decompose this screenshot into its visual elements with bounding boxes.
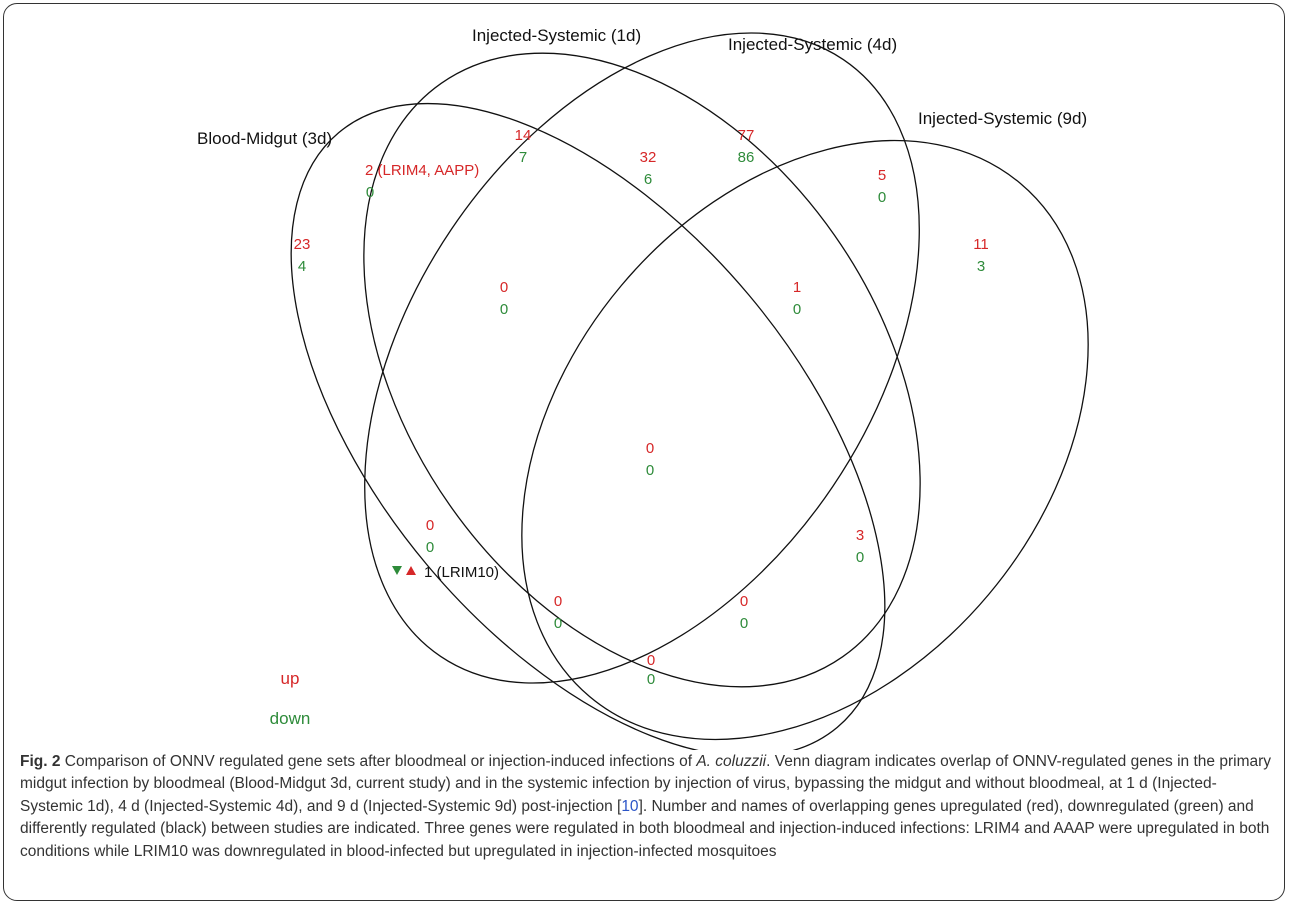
region-up-count: 3 [856,527,864,544]
region-down-count: 3 [977,258,985,275]
figure-number: Fig. 2 [20,753,61,770]
set-label-blood-midgut-3d: Blood-Midgut (3d) [197,129,332,148]
figure-frame [3,3,1285,901]
set-ellipse-injected-systemic-4d [364,32,920,684]
region-up-count: 0 [646,440,654,457]
region-down-count: 0 [366,184,374,201]
region-up-count: 32 [640,149,657,166]
set-label-injected-systemic-4d: Injected-Systemic (4d) [728,35,897,54]
legend-down: down [270,709,311,728]
up-triangle-icon [406,566,416,575]
region-up-count: 1 [793,279,801,296]
set-ellipse-injected-systemic-9d [521,139,1089,741]
region-up-count: 11 [973,236,989,253]
species-name: A. coluzzii [696,753,767,770]
set-ellipse-blood-midgut-3d [290,102,886,750]
region-down-count: 0 [856,549,864,566]
set-label-injected-systemic-1d: Injected-Systemic (1d) [472,26,641,45]
venn-diagram: Blood-Midgut (3d) Injected-Systemic (1d)… [197,26,1089,750]
caption-text: Comparison of ONNV regulated gene sets a… [60,753,697,770]
reference-link[interactable]: 10 [621,797,639,815]
region-up-count: 0 [554,593,562,610]
region-up-count: 0 [426,517,434,534]
region-down-count: 0 [647,671,655,688]
region-down-count: 0 [500,301,508,318]
region-down-count: 0 [554,615,562,632]
region-up-count: 5 [878,167,886,184]
region-down-count: 0 [740,615,748,632]
region-up-count: 0 [647,652,655,669]
set-ellipse-injected-systemic-1d [363,52,921,688]
caption-text: ]. Number and names of overlapping genes… [20,797,1270,860]
down-triangle-icon [392,566,402,575]
region-down-count: 0 [646,462,654,479]
caption-text: . Venn diagram indicates overlap of ONNV… [20,753,1272,815]
figure-caption: Fig. 2 Comparison of ONNV regulated gene… [20,751,1275,863]
mixed-regulation-label: 1 (LRIM10) [424,564,499,581]
region-down-count: 86 [738,149,755,166]
region-down-count: 0 [793,301,801,318]
region-down-count: 0 [426,539,434,556]
legend-up: up [281,669,300,688]
region-down-count: 0 [878,189,886,206]
region-down-count: 7 [519,149,527,166]
region-up-count: 0 [740,593,748,610]
region-up-count: 77 [738,127,755,144]
region-down-count: 4 [298,258,306,275]
region-up-count: 2 (LRIM4, AAPP) [365,162,479,179]
region-up-count: 0 [500,279,508,296]
set-label-injected-systemic-9d: Injected-Systemic (9d) [918,109,1087,128]
region-down-count: 6 [644,171,652,188]
region-up-count: 23 [294,236,311,253]
region-up-count: 14 [515,127,532,144]
